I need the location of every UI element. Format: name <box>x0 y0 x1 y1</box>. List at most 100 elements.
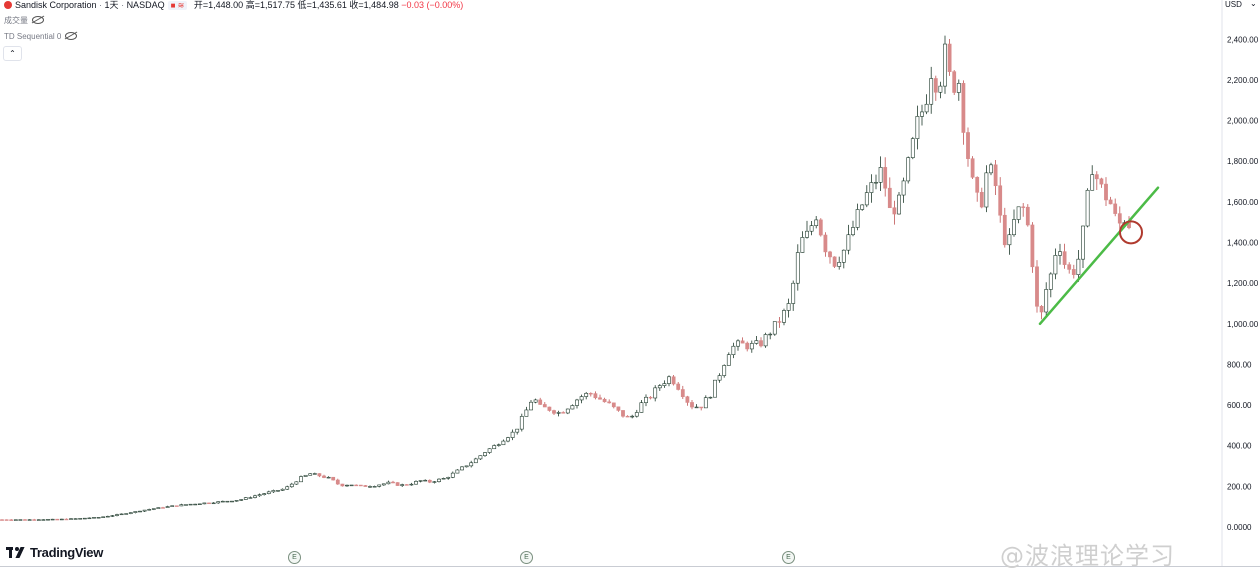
candle <box>869 182 874 193</box>
candle <box>381 483 386 486</box>
collapse-legend-button[interactable]: ⌃ <box>3 46 22 61</box>
candle <box>271 490 276 493</box>
earnings-marker[interactable]: E <box>782 551 795 564</box>
td-sequential-indicator[interactable]: TD Sequential 0 <box>4 32 78 41</box>
candle <box>36 519 41 521</box>
candle <box>736 340 740 347</box>
candle <box>501 440 506 446</box>
eye-hidden-icon[interactable] <box>65 32 78 40</box>
candle <box>538 399 543 405</box>
candle <box>910 138 915 158</box>
candle <box>740 340 745 344</box>
candle <box>791 282 796 304</box>
candle <box>253 495 257 498</box>
candle <box>703 397 708 409</box>
chevron-down-icon[interactable]: ⌄ <box>1250 0 1257 8</box>
candle <box>386 481 391 485</box>
candle <box>363 485 368 487</box>
tradingview-logo[interactable]: TradingView <box>6 545 103 560</box>
candle <box>395 482 400 486</box>
candle <box>805 230 809 238</box>
price-tick-label: 600.00 <box>1227 401 1252 410</box>
price-tick-label: 800.00 <box>1227 360 1252 369</box>
watermark: @波浪理论学习 <box>1000 542 1175 570</box>
candle <box>777 321 782 323</box>
candle <box>588 392 593 395</box>
earnings-marker[interactable]: E <box>520 551 533 564</box>
candle <box>759 340 763 347</box>
candle <box>322 475 326 478</box>
candle <box>358 484 363 487</box>
candle <box>1035 266 1039 307</box>
candle <box>87 517 92 520</box>
candle <box>1090 174 1095 191</box>
candle <box>409 483 414 486</box>
price-tick-label: 2,400.00 <box>1227 35 1259 44</box>
candle <box>878 167 883 183</box>
candle <box>1067 264 1072 270</box>
candle <box>851 227 855 236</box>
candle <box>372 486 377 488</box>
candle <box>763 334 768 347</box>
candle <box>147 509 152 511</box>
candle <box>657 385 662 389</box>
earnings-marker[interactable]: E <box>288 551 301 564</box>
candle <box>303 474 308 477</box>
candle <box>510 431 515 438</box>
candle <box>460 466 464 471</box>
candle <box>556 412 561 414</box>
candle <box>32 519 37 521</box>
candle <box>391 481 395 484</box>
candle <box>257 494 262 497</box>
candle <box>579 396 584 401</box>
candle <box>216 501 221 504</box>
candle <box>607 401 612 404</box>
symbol-name[interactable]: Sandisk Corporation <box>15 0 97 10</box>
candle <box>78 518 83 520</box>
candle <box>18 519 23 521</box>
candle <box>1094 174 1099 180</box>
candle <box>469 462 474 467</box>
price-tick-label: 400.00 <box>1227 442 1252 451</box>
candle <box>667 376 671 384</box>
candle <box>621 410 625 417</box>
candle <box>713 379 717 398</box>
candle <box>786 303 791 311</box>
candle-series <box>0 35 1131 521</box>
buy-sell-toggle[interactable]: ■ ≋ <box>167 1 188 10</box>
candle <box>938 85 943 93</box>
tradingview-logo-icon <box>6 547 26 558</box>
candle <box>892 207 897 215</box>
candle <box>952 71 957 93</box>
candle <box>243 497 248 500</box>
candle <box>561 412 566 414</box>
candle <box>1030 224 1035 268</box>
candle <box>883 167 888 189</box>
candle <box>943 43 947 87</box>
candle <box>1021 206 1026 208</box>
candle <box>13 519 18 521</box>
candle <box>156 507 161 509</box>
candle <box>874 182 878 184</box>
candle <box>377 484 382 487</box>
candle <box>73 518 78 520</box>
candle <box>782 310 786 323</box>
price-tick-label: 1,000.00 <box>1227 320 1259 329</box>
candle <box>340 483 345 487</box>
candle <box>432 481 437 483</box>
price-tick-label: 2,000.00 <box>1227 117 1259 126</box>
candle <box>565 408 570 414</box>
trend-line[interactable] <box>1038 186 1160 326</box>
candle <box>1007 234 1012 246</box>
interval[interactable]: 1天 <box>104 0 119 10</box>
volume-indicator[interactable]: 成交量 <box>4 15 44 26</box>
candle <box>110 515 115 517</box>
eye-hidden-icon[interactable] <box>32 16 44 24</box>
candle <box>124 513 129 515</box>
candle <box>616 406 621 411</box>
candle <box>41 519 46 521</box>
candle <box>496 444 501 446</box>
currency-label[interactable]: USD <box>1225 0 1242 9</box>
candle <box>625 415 630 418</box>
